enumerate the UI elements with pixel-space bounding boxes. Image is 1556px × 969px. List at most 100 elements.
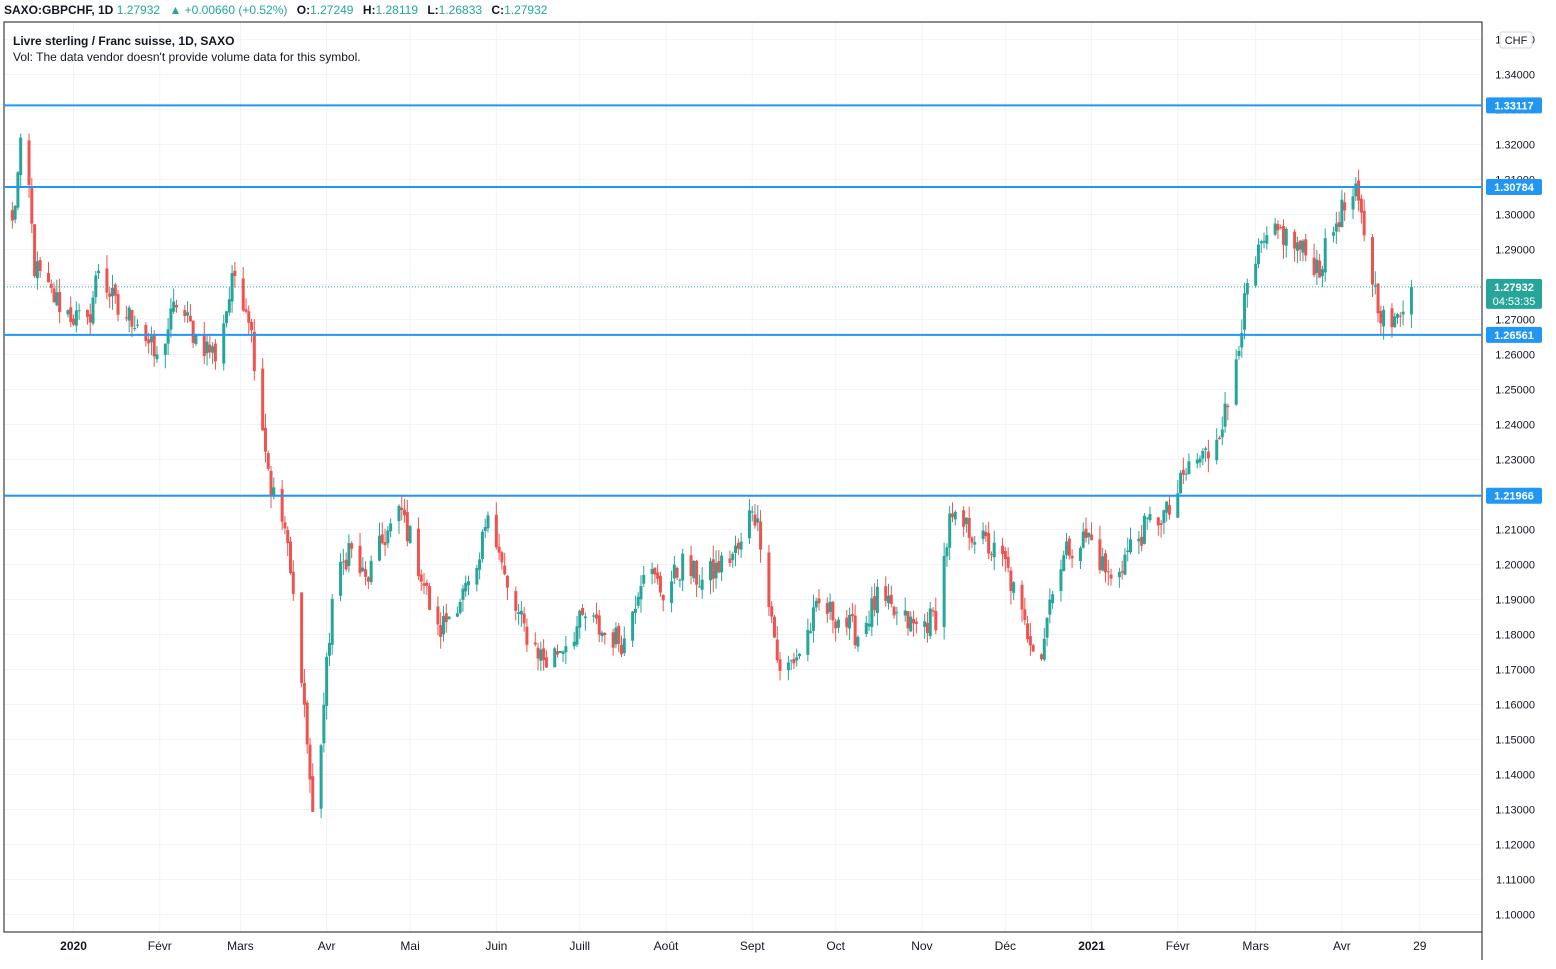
candle-up (1201, 448, 1205, 466)
candle-up (517, 603, 521, 625)
candle-down (1218, 435, 1222, 440)
candle-down (1098, 525, 1102, 574)
level-badge (1486, 97, 1542, 114)
x-tick-label: Juill (569, 939, 590, 953)
candle-down (428, 582, 432, 611)
candle-down (27, 133, 31, 198)
candle-down (987, 521, 991, 560)
candle-up (149, 326, 153, 356)
candle-up (678, 578, 682, 588)
candle-down (989, 551, 993, 562)
symbol-name[interactable]: SAXO:GBPCHF, 1D (4, 3, 114, 17)
candle-down (845, 609, 849, 636)
candle-down (286, 526, 290, 557)
candle-down (656, 564, 660, 585)
candle-up (681, 548, 685, 591)
candle-up (798, 653, 802, 660)
close-label: C: (491, 3, 505, 17)
candle-down (1398, 312, 1402, 327)
candle-up (1137, 530, 1141, 555)
candle-down (366, 576, 370, 589)
candle-down (500, 550, 504, 570)
x-tick-label: Nov (911, 939, 932, 953)
candle-up (670, 570, 674, 613)
candle-up (441, 605, 445, 642)
candle-up (1117, 567, 1121, 588)
time-axis[interactable]: 2020 Févr Mars Avr Mai Juin Juill Août Sept Oct No… (60, 939, 1427, 953)
candle-down (873, 583, 877, 617)
candle-down (269, 466, 273, 508)
candle-up (1062, 550, 1066, 572)
candle-up (127, 305, 131, 333)
candle-down (931, 607, 935, 617)
price-axis[interactable]: 1.350001.340001.330001.320001.310001.300… (1495, 35, 1535, 922)
candle-up (1129, 527, 1133, 555)
candle-down (1020, 580, 1024, 623)
candle-down (105, 255, 109, 300)
candle-down (344, 552, 348, 572)
candle-up (750, 505, 754, 522)
candle-up (734, 535, 738, 567)
candle-up (1396, 312, 1400, 324)
candle-up (136, 319, 140, 328)
candle-down (419, 569, 423, 591)
candle-up (230, 265, 234, 313)
candle-down (934, 597, 938, 635)
candle-down (653, 567, 657, 583)
candle-up (856, 635, 860, 652)
candle-down (1067, 536, 1071, 560)
level-badge-label: 1.26561 (1494, 330, 1534, 342)
candle-up (1401, 300, 1405, 326)
candle-up (903, 597, 907, 622)
candle-up (948, 505, 952, 561)
candle-down (85, 309, 89, 325)
candle-down (962, 506, 966, 537)
candle-down (853, 604, 857, 649)
x-tick-label: 2021 (1078, 939, 1105, 953)
candle-up (981, 522, 985, 545)
y-tick-label: 1.14000 (1495, 770, 1535, 782)
candle-up (1204, 446, 1208, 462)
candle-up (739, 532, 743, 558)
candle-up (475, 564, 479, 592)
volume-note: Vol: The data vendor doesn't provide vol… (13, 50, 361, 64)
candle-up (1012, 581, 1016, 601)
candle-down (1140, 525, 1144, 552)
y-tick-label: 1.12000 (1495, 840, 1535, 852)
candle-up (519, 601, 523, 627)
candle-down (1039, 653, 1043, 661)
candle-down (759, 510, 763, 563)
candle-up (455, 606, 459, 618)
candle-up (186, 301, 190, 323)
candle-up (1265, 226, 1269, 250)
candle-down (525, 618, 529, 652)
candle-up (848, 607, 852, 641)
candle-down (400, 495, 404, 521)
x-tick-label: Févr (148, 939, 172, 953)
candle-up (614, 622, 618, 649)
candle-up (836, 616, 840, 634)
candle-down (767, 544, 771, 616)
candle-down (183, 304, 187, 323)
candle-up (1284, 227, 1288, 258)
candle-up (639, 575, 643, 613)
candle-down (425, 579, 429, 595)
candle-down (594, 602, 598, 625)
candle-down (116, 290, 120, 322)
candle-down (308, 737, 312, 794)
horizontal-levels[interactable] (4, 104, 1482, 497)
candle-down (33, 224, 37, 279)
x-tick-label: Juin (485, 939, 507, 953)
currency-button[interactable]: CHF (1499, 31, 1533, 49)
candle-down (261, 358, 265, 431)
candle-up (1042, 628, 1046, 662)
candle-down (772, 615, 776, 639)
candle-up (650, 562, 654, 585)
candle-up (1101, 547, 1105, 572)
candle-down (311, 763, 315, 813)
candle-up (553, 646, 557, 668)
candle-up (1048, 588, 1052, 624)
candle-up (1223, 391, 1227, 433)
level-badge-label: 1.21966 (1494, 491, 1534, 503)
